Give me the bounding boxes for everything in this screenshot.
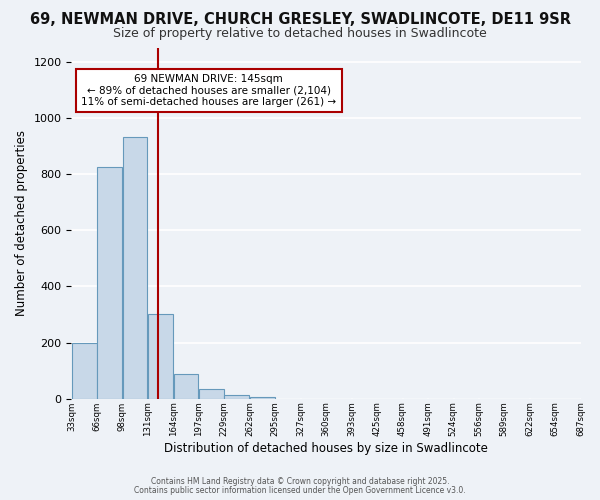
Bar <box>224 394 249 399</box>
Bar <box>72 344 97 399</box>
X-axis label: Distribution of detached houses by size in Swadlincote: Distribution of detached houses by size … <box>164 442 488 455</box>
Bar <box>250 396 275 399</box>
Bar <box>122 138 148 399</box>
Bar <box>97 167 122 399</box>
Y-axis label: Number of detached properties: Number of detached properties <box>15 130 28 316</box>
Text: Contains HM Land Registry data © Crown copyright and database right 2025.: Contains HM Land Registry data © Crown c… <box>151 477 449 486</box>
Bar <box>148 314 173 399</box>
Text: Contains public sector information licensed under the Open Government Licence v3: Contains public sector information licen… <box>134 486 466 495</box>
Text: 69 NEWMAN DRIVE: 145sqm
← 89% of detached houses are smaller (2,104)
11% of semi: 69 NEWMAN DRIVE: 145sqm ← 89% of detache… <box>81 74 337 107</box>
Text: Size of property relative to detached houses in Swadlincote: Size of property relative to detached ho… <box>113 28 487 40</box>
Bar <box>199 389 224 399</box>
Text: 69, NEWMAN DRIVE, CHURCH GRESLEY, SWADLINCOTE, DE11 9SR: 69, NEWMAN DRIVE, CHURCH GRESLEY, SWADLI… <box>29 12 571 28</box>
Bar <box>173 374 199 399</box>
